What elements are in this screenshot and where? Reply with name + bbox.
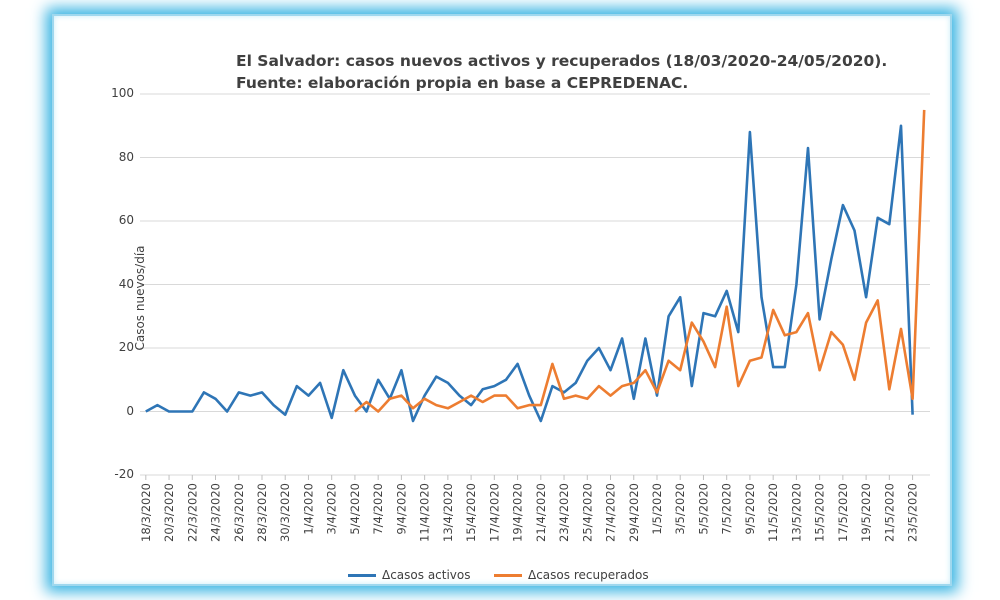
x-tick-label: 3/5/2020 (673, 483, 687, 535)
x-tick-label: 22/3/2020 (185, 483, 199, 542)
x-tick-label: 23/5/2020 (906, 483, 920, 542)
legend-label-activos: Δcasos activos (382, 568, 471, 582)
x-tick-label: 5/4/2020 (348, 483, 362, 535)
chart-plot: 18/3/2020 20/3/2020 22/3/2020 24/3/2020 26/3… (139, 93, 930, 542)
legend-swatch-activos (348, 574, 376, 577)
x-tick-label: 11/4/2020 (418, 483, 432, 542)
x-tick-label: 26/3/2020 (232, 483, 246, 542)
chart-subtitle: Fuente: elaboración propia en base a CEP… (236, 74, 689, 92)
x-tick-label: 9/4/2020 (394, 483, 408, 535)
chart-frame: 18/3/2020 20/3/2020 22/3/2020 24/3/2020 26/3… (52, 14, 952, 586)
x-tick-label: 5/5/2020 (697, 483, 711, 535)
x-tick-label: 15/4/2020 (464, 483, 478, 542)
y-tick-label: 40 (118, 276, 134, 291)
x-tick-label: 1/4/2020 (302, 483, 316, 535)
legend-item-recuperados: Δcasos recuperados (494, 568, 649, 582)
x-tick-label: 13/4/2020 (441, 483, 455, 542)
y-tick-label: 0 (126, 403, 134, 418)
x-tick-label: 27/4/2020 (604, 483, 618, 542)
x-tick-label: 21/5/2020 (882, 483, 896, 542)
x-tick-label: 25/4/2020 (580, 483, 594, 542)
x-tick-label: 21/4/2020 (534, 483, 548, 542)
chart-title: El Salvador: casos nuevos activos y recu… (236, 52, 888, 70)
x-tick-label: 15/5/2020 (813, 483, 827, 542)
x-tick-label: 17/5/2020 (836, 483, 850, 542)
y-tick-label: 100 (111, 86, 134, 100)
y-tick-label: 60 (118, 213, 134, 227)
x-tick-label: 13/5/2020 (789, 483, 803, 542)
y-tick-label: 80 (118, 149, 134, 164)
x-tick-label: 7/5/2020 (720, 483, 734, 535)
x-tick-label: 11/5/2020 (766, 483, 780, 542)
x-tick-label: 20/3/2020 (162, 483, 176, 542)
y-tick-label: -20 (114, 467, 134, 481)
x-tick-label: 29/4/2020 (627, 483, 641, 542)
series-line-recuperados (354, 109, 926, 413)
x-tick-label: 7/4/2020 (371, 483, 385, 535)
x-tick-label: 23/4/2020 (557, 483, 571, 542)
x-tick-label: 28/3/2020 (255, 483, 269, 542)
y-axis-label: Casos nuevos/día (133, 245, 147, 351)
series-line-activos (145, 124, 914, 423)
x-tick-label: 18/3/2020 (139, 483, 153, 542)
x-tick-label: 9/5/2020 (743, 483, 757, 535)
x-tick-label: 19/4/2020 (511, 483, 525, 542)
x-tick-label: 17/4/2020 (487, 483, 501, 542)
x-tick-label: 1/5/2020 (650, 483, 664, 535)
y-tick-label: 20 (118, 340, 134, 354)
x-tick-label: 30/3/2020 (278, 483, 292, 542)
x-tick-label: 3/4/2020 (325, 483, 339, 535)
legend-item-activos: Δcasos activos (348, 568, 471, 582)
x-tick-label: 24/3/2020 (209, 483, 223, 542)
legend-label-recuperados: Δcasos recuperados (528, 568, 649, 582)
legend-swatch-recuperados (494, 574, 522, 577)
x-tick-label: 19/5/2020 (859, 483, 873, 542)
